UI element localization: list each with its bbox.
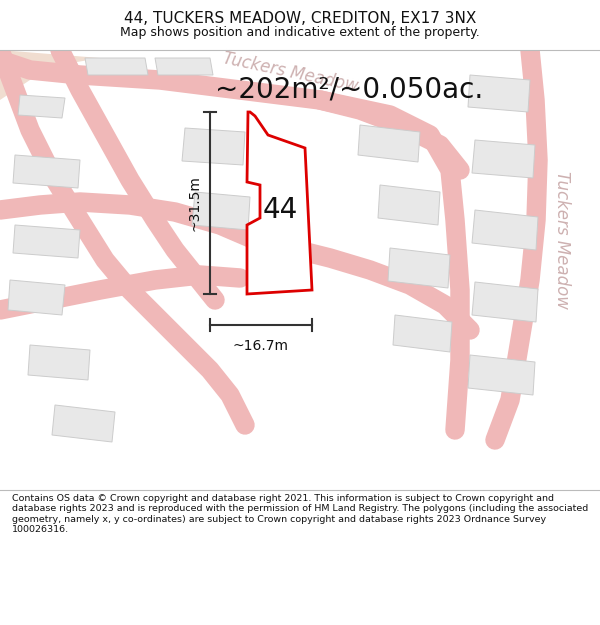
Text: 44: 44 [262, 196, 298, 224]
Polygon shape [155, 58, 213, 75]
Polygon shape [472, 140, 535, 178]
Polygon shape [472, 210, 538, 250]
Polygon shape [192, 192, 250, 230]
Polygon shape [378, 185, 440, 225]
Text: ~202m²/~0.050ac.: ~202m²/~0.050ac. [215, 76, 483, 104]
Polygon shape [247, 112, 312, 294]
Polygon shape [0, 50, 100, 100]
Polygon shape [52, 405, 115, 442]
Polygon shape [468, 75, 530, 112]
Polygon shape [472, 282, 538, 322]
Polygon shape [468, 355, 535, 395]
Polygon shape [393, 315, 452, 352]
Text: Tuckers Meadow: Tuckers Meadow [221, 49, 359, 95]
Polygon shape [85, 58, 148, 75]
Polygon shape [18, 95, 65, 118]
Polygon shape [388, 248, 450, 288]
Polygon shape [13, 225, 80, 258]
Polygon shape [182, 128, 245, 165]
Polygon shape [13, 155, 80, 188]
Text: Contains OS data © Crown copyright and database right 2021. This information is : Contains OS data © Crown copyright and d… [12, 494, 588, 534]
Text: ~31.5m: ~31.5m [188, 175, 202, 231]
Text: 44, TUCKERS MEADOW, CREDITON, EX17 3NX: 44, TUCKERS MEADOW, CREDITON, EX17 3NX [124, 11, 476, 26]
Text: Tuckers Meadow: Tuckers Meadow [553, 171, 571, 309]
Text: ~16.7m: ~16.7m [233, 339, 289, 353]
Text: Map shows position and indicative extent of the property.: Map shows position and indicative extent… [120, 26, 480, 39]
Polygon shape [8, 280, 65, 315]
Polygon shape [358, 125, 420, 162]
Polygon shape [28, 345, 90, 380]
